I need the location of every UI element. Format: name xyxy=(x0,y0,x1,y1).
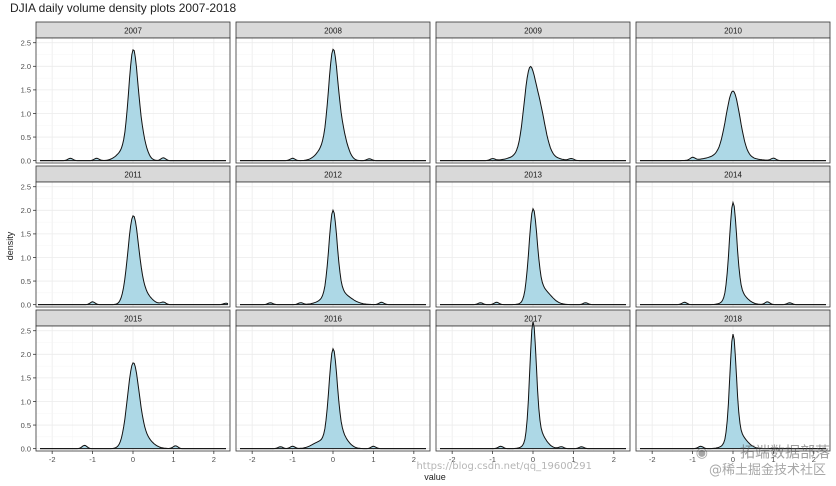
facet-panel-2013: 2013 xyxy=(435,165,631,308)
facet-strip-label: 2013 xyxy=(524,171,542,180)
density-area xyxy=(440,321,626,449)
facet-panel-2012: 2012 xyxy=(235,165,431,308)
density-area xyxy=(640,334,826,449)
panel-border xyxy=(35,37,231,164)
facet-strip-label: 2012 xyxy=(324,171,342,180)
x-tick-label: 1 xyxy=(371,455,375,464)
facet-panel-2015: 2015 0.0 0.5 1.0 1.5 2.0 2.5 -2 -1 0 1 2 xyxy=(21,309,231,464)
facet-strip-label: 2011 xyxy=(124,171,142,180)
chart-title: DJIA daily volume density plots 2007-201… xyxy=(10,1,237,15)
panel-border xyxy=(435,181,631,308)
panel-border xyxy=(35,181,231,308)
density-area xyxy=(240,210,426,305)
panel-border xyxy=(435,37,631,164)
y-tick-label: 1.5 xyxy=(21,374,31,383)
x-tick-label: 0 xyxy=(131,455,135,464)
panel-border xyxy=(635,181,831,308)
x-tick-label: -2 xyxy=(49,455,56,464)
y-tick-label: 1.5 xyxy=(21,230,31,239)
panel-border xyxy=(635,37,831,164)
x-tick-label: -1 xyxy=(489,455,496,464)
x-tick-label: -2 xyxy=(449,455,456,464)
x-tick-label: 2 xyxy=(212,455,216,464)
facet-strip-label: 2016 xyxy=(324,315,342,324)
x-tick-label: 1 xyxy=(171,455,175,464)
y-tick-label: 2.5 xyxy=(21,183,31,192)
density-area xyxy=(640,202,826,305)
y-tick-label: 1.5 xyxy=(21,86,31,95)
x-tick-label: 1 xyxy=(571,455,575,464)
y-tick-label: 2.0 xyxy=(21,62,31,71)
density-area xyxy=(40,362,226,449)
facet-panel-2016: 2016 -2 -1 0 1 2 xyxy=(235,309,431,464)
facet-panel-2017: 2017 -2 -1 0 1 2 xyxy=(435,309,631,464)
x-tick-label: -1 xyxy=(689,455,696,464)
density-area xyxy=(240,348,426,449)
facet-strip-label: 2010 xyxy=(724,27,742,36)
facet-strip-label: 2018 xyxy=(724,315,742,324)
x-tick-label: 0 xyxy=(531,455,535,464)
y-tick-label: 2.5 xyxy=(21,39,31,48)
facet-panel-2018: 2018 -2 -1 0 1 2 xyxy=(635,309,831,464)
x-tick-label: 2 xyxy=(612,455,616,464)
y-tick-label: 1.0 xyxy=(21,397,31,406)
x-tick-label: -2 xyxy=(249,455,256,464)
watermark-url: https://blog.csdn.net/qq_19600291 xyxy=(416,461,592,472)
facet-strip-label: 2014 xyxy=(724,171,742,180)
x-tick-label: 1 xyxy=(771,455,775,464)
x-tick-label: 0 xyxy=(331,455,335,464)
density-area xyxy=(38,215,228,305)
density-area xyxy=(40,49,226,161)
density-area xyxy=(240,49,426,161)
y-tick-label: 2.5 xyxy=(21,327,31,336)
facet-panel-2010: 2010 xyxy=(635,21,831,164)
facet-panel-2009: 2009 xyxy=(435,21,631,164)
x-tick-label: -1 xyxy=(289,455,296,464)
y-tick-label: 1.0 xyxy=(21,109,31,118)
y-tick-label: 0.0 xyxy=(21,300,31,309)
facet-panel-2011: 2011 0.0 0.5 1.0 1.5 2.0 2.5 xyxy=(21,165,231,309)
panel-border xyxy=(235,37,431,164)
y-tick-label: 0.0 xyxy=(21,444,31,453)
facet-strip-label: 2017 xyxy=(524,315,542,324)
x-axis-label: value xyxy=(424,472,446,482)
facet-strip-label: 2007 xyxy=(124,27,142,36)
y-tick-label: 0.0 xyxy=(21,156,31,165)
watermark-brand: 拓端数据部落 xyxy=(739,443,830,461)
x-tick-label: 2 xyxy=(812,455,816,464)
facet-strip-label: 2008 xyxy=(324,27,342,36)
wechat-icon: ◉ xyxy=(695,445,708,461)
density-area xyxy=(640,91,826,161)
x-tick-label: -2 xyxy=(649,455,656,464)
watermark-sub: @稀土掘金技术社区 xyxy=(708,463,826,478)
panel-border xyxy=(235,181,431,308)
x-tick-label: -1 xyxy=(89,455,96,464)
facet-panel-2007: 2007 0.0 0.5 1.0 1.5 2.0 2.5 xyxy=(21,21,231,165)
y-tick-label: 0.5 xyxy=(21,277,31,286)
grid-lines xyxy=(236,38,430,163)
facet-panel-2008: 2008 xyxy=(235,21,431,164)
x-tick-label: 2 xyxy=(412,455,416,464)
facet-panel-2014: 2014 xyxy=(635,165,831,308)
density-area xyxy=(440,66,626,161)
y-tick-label: 2.0 xyxy=(21,206,31,215)
facet-strip-label: 2009 xyxy=(524,27,542,36)
density-area xyxy=(440,208,626,305)
y-tick-label: 0.5 xyxy=(21,133,31,142)
y-tick-label: 2.0 xyxy=(21,350,31,359)
y-tick-label: 0.5 xyxy=(21,421,31,430)
y-tick-label: 1.0 xyxy=(21,253,31,262)
facet-strip-label: 2015 xyxy=(124,315,142,324)
x-tick-label: 0 xyxy=(731,455,735,464)
y-axis-label: density xyxy=(5,231,15,260)
